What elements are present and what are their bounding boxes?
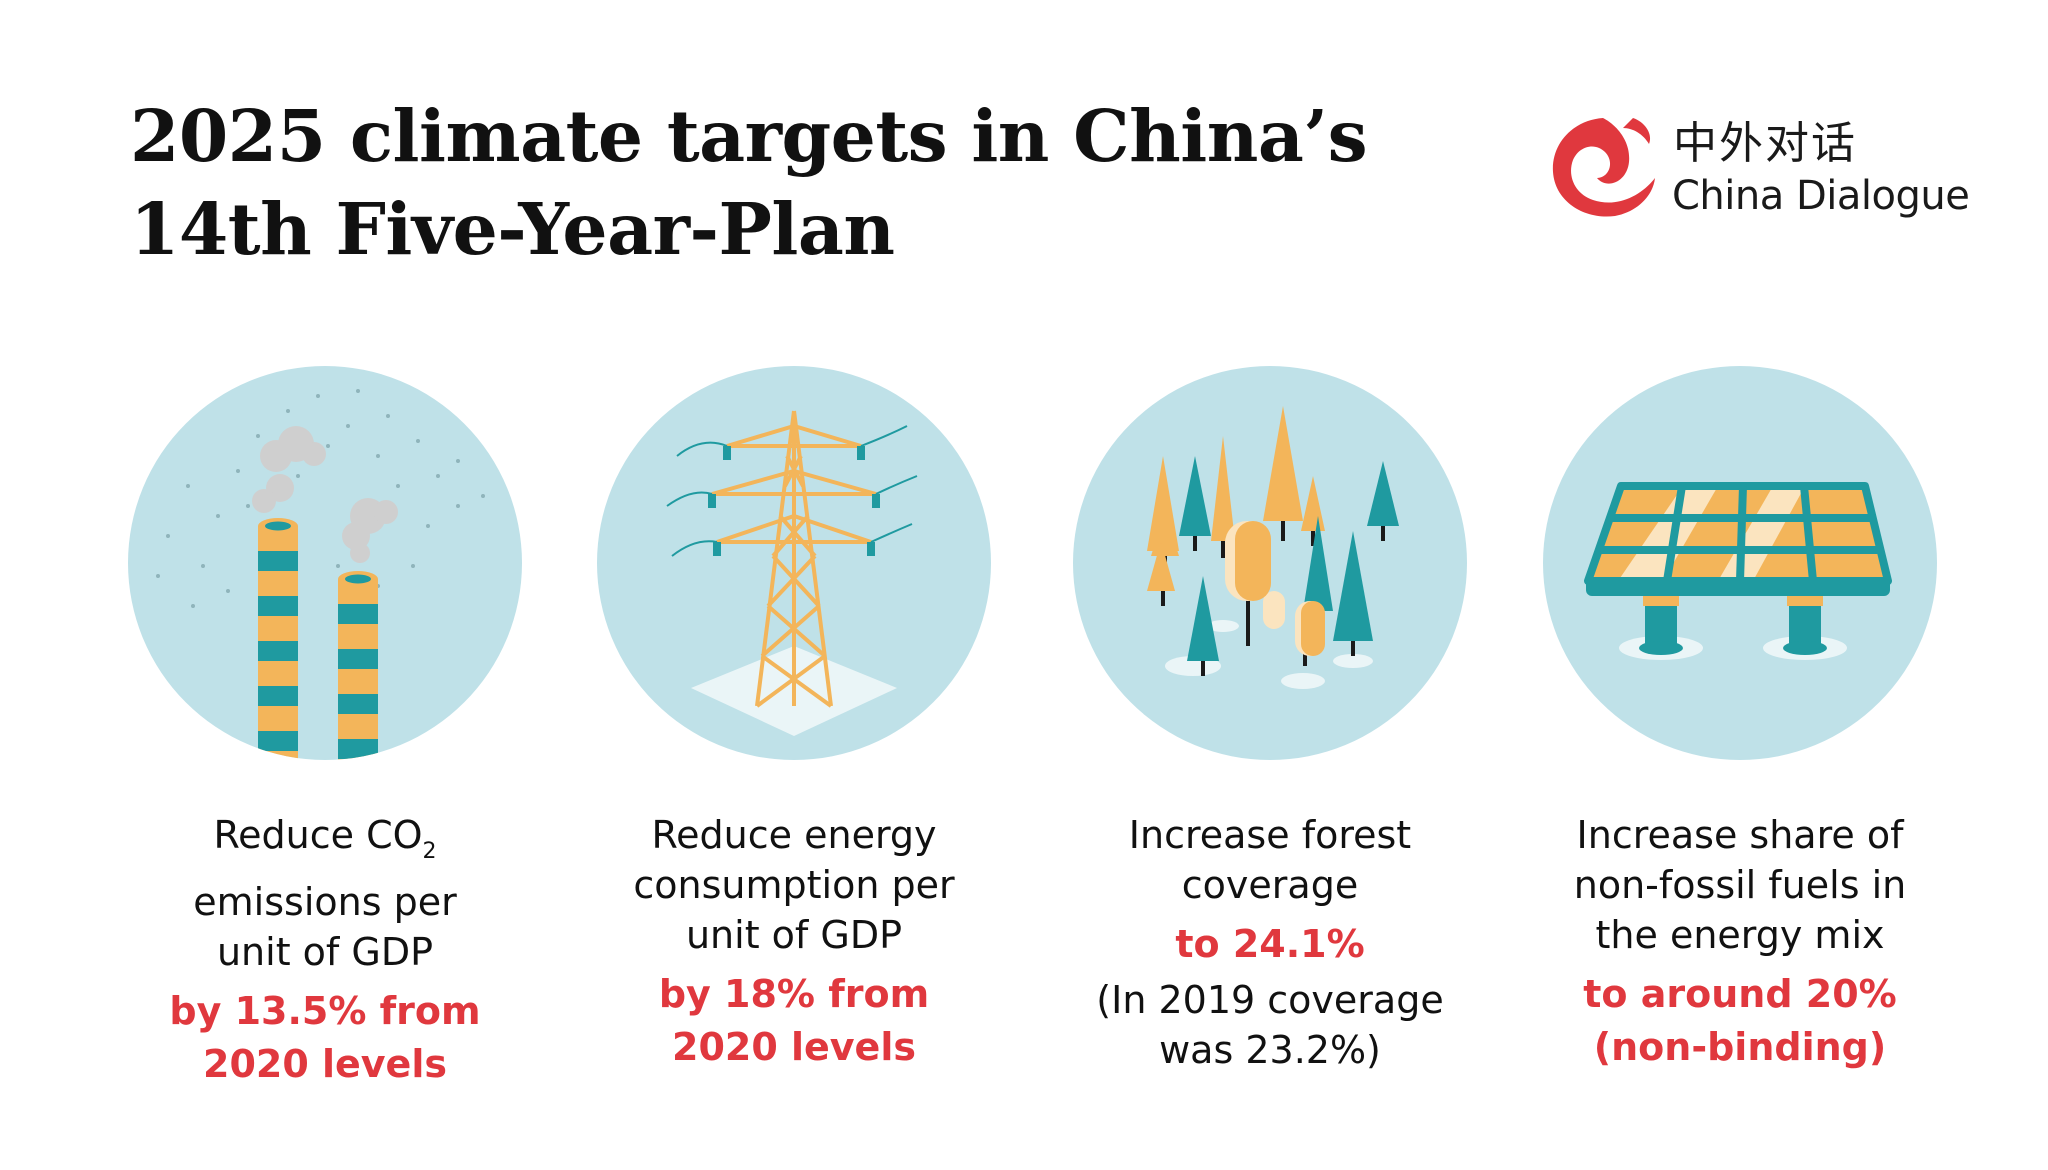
- target-value: by 13.5% from 2020 levels: [105, 985, 545, 1091]
- target-energy: Reduce energy consumption per unit of GD…: [574, 366, 1014, 1074]
- target-non-fossil: Increase share of non-fossil fuels in th…: [1520, 366, 1960, 1074]
- target-description: Increase share of non-fossil fuels in th…: [1520, 810, 1960, 960]
- highlight-line-1: to around 20%: [1583, 972, 1897, 1016]
- target-description: Reduce energy consumption per unit of GD…: [574, 810, 1014, 960]
- note-line-2: was 23.2%): [1159, 1028, 1381, 1072]
- china-dialogue-logo-mark-icon: [1552, 118, 1655, 217]
- target-forest: Increase forest coverage to 24.1% (In 20…: [1050, 366, 1490, 1075]
- target-value: to 24.1%: [1050, 918, 1490, 971]
- target-note: (In 2019 coverage was 23.2%): [1050, 975, 1490, 1075]
- page-title: 2025 climate targets in China’s 14th Fiv…: [130, 90, 1380, 276]
- desc-line-1: Reduce energy: [651, 813, 937, 857]
- desc-line-1-text: Reduce CO: [213, 813, 423, 857]
- forest-icon: [1073, 366, 1467, 760]
- highlight-line-2: 2020 levels: [203, 1042, 447, 1086]
- highlight-line-1: by 13.5% from: [169, 989, 481, 1033]
- target-value: to around 20% (non-binding): [1520, 968, 1960, 1074]
- highlight-line-1: by 18% from: [658, 972, 930, 1016]
- highlight-line-2: (non-binding): [1593, 1025, 1887, 1069]
- desc-line-1: Increase share of: [1576, 813, 1904, 857]
- target-description: Reduce CO2 emissions per unit of GDP: [105, 810, 545, 977]
- desc-line-2: non-fossil fuels in: [1573, 863, 1907, 907]
- desc-line-2: coverage: [1181, 863, 1359, 907]
- desc-line-3: the energy mix: [1595, 913, 1885, 957]
- logo-english-text: China Dialogue: [1672, 173, 1970, 219]
- target-value: by 18% from 2020 levels: [574, 968, 1014, 1074]
- desc-line-2: consumption per: [633, 863, 955, 907]
- target-co2: Reduce CO2 emissions per unit of GDP by …: [105, 366, 545, 1091]
- desc-line-1: Reduce CO2: [105, 810, 545, 877]
- target-description: Increase forest coverage: [1050, 810, 1490, 910]
- logo-chinese-text: 中外对话: [1673, 118, 1857, 169]
- solar-panel-illustration: [1543, 366, 1937, 760]
- pylon-illustration: [597, 366, 991, 760]
- smokestack-icon: [128, 366, 522, 760]
- title-line-2: 14th Five-Year-Plan: [130, 187, 895, 271]
- forest-illustration: [1073, 366, 1467, 760]
- highlight-line-2: 2020 levels: [672, 1025, 916, 1069]
- desc-line-1: Increase forest: [1128, 813, 1412, 857]
- solar-panel-icon: [1543, 366, 1937, 760]
- co2-subscript: 2: [422, 839, 437, 864]
- desc-line-3: unit of GDP: [216, 930, 434, 974]
- china-dialogue-logo[interactable]: 中外对话 China Dialogue: [1545, 112, 1995, 232]
- highlight-line-1: to 24.1%: [1175, 922, 1365, 966]
- smokestack-illustration: [128, 366, 522, 760]
- power-pylon-icon: [597, 366, 991, 760]
- title-line-1: 2025 climate targets in China’s: [130, 94, 1368, 178]
- desc-line-3: unit of GDP: [685, 913, 903, 957]
- note-line-1: (In 2019 coverage: [1096, 978, 1444, 1022]
- desc-line-2: emissions per: [193, 880, 457, 924]
